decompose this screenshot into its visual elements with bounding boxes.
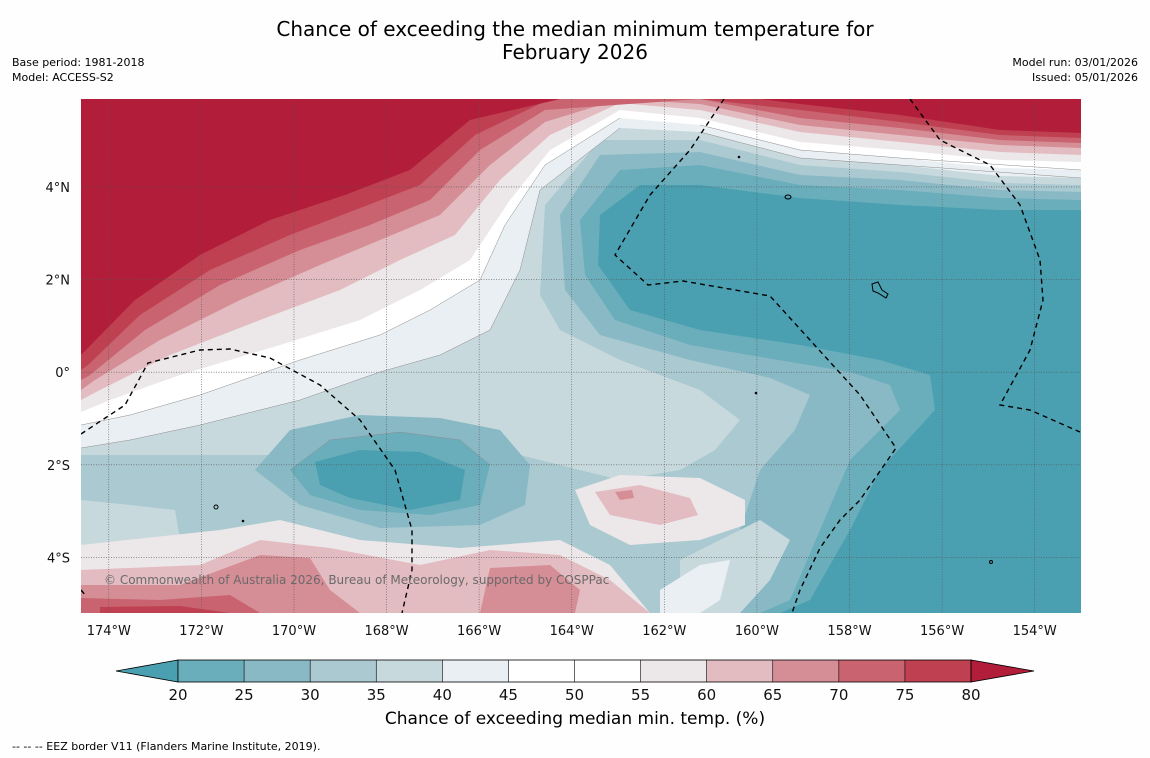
eez-border-west	[81, 348, 413, 613]
colorbar-tick-label: 75	[895, 686, 914, 704]
lon-tick-label: 162°W	[642, 624, 686, 639]
warm-wedge-south-65b	[480, 565, 580, 613]
warm-wedge-south-65	[81, 555, 360, 613]
lon-tick-label: 158°W	[827, 624, 871, 639]
eastern-transition-south-white	[660, 560, 730, 613]
colorbar-tick-label: 40	[433, 686, 452, 704]
lon-tick-label: 166°W	[457, 624, 501, 639]
colorbar-tick-label: 55	[631, 686, 650, 704]
lat-tick-label: 4°N	[46, 181, 71, 196]
colorbar-segment	[772, 660, 840, 682]
colorbar-segment	[904, 660, 972, 682]
lat-tick-label: 0°	[55, 366, 70, 381]
map-area: © Commonwealth of Australia 2026, Bureau…	[81, 99, 1081, 613]
lon-tick-label: 170°W	[272, 624, 316, 639]
cool-patch-southwest	[81, 500, 180, 548]
colorbar-tick-label: 25	[235, 686, 254, 704]
longitude-labels: 174°W 172°W 170°W 168°W 166°W 164°W 162°W 160°W…	[87, 624, 1057, 639]
eez-border-central	[614, 99, 897, 613]
contour-lines	[81, 117, 1081, 471]
issued-text: Issued: 05/01/2026	[1031, 71, 1138, 84]
lon-tick-label: 168°W	[364, 624, 408, 639]
islands	[213, 155, 993, 564]
lat-tick-label: 2°N	[46, 274, 71, 289]
model-text: Model: ACCESS-S2	[12, 71, 114, 84]
title-line-1: Chance of exceeding the median minimum t…	[276, 17, 874, 41]
model-run-text: Model run: 03/01/2026	[1012, 56, 1138, 69]
colorbar-tick-label: 65	[763, 686, 782, 704]
colorbar-segment	[244, 660, 311, 682]
colorbar: 20 25 30 35 40 45 50 55 60 65 70 75 80	[115, 659, 1035, 704]
colorbar-segment	[640, 660, 708, 682]
chart-title: Chance of exceeding the median minimum t…	[0, 18, 1150, 64]
colorbar-tick-label: 30	[301, 686, 320, 704]
colorbar-segment	[442, 660, 509, 682]
colorbar-tick-label: 60	[697, 686, 716, 704]
colorbar-segment	[706, 660, 774, 682]
island-dot-west	[241, 519, 245, 523]
base-period-text: Base period: 1981-2018	[12, 56, 145, 69]
island-starbuck	[784, 194, 792, 200]
colorbar-segment	[508, 660, 575, 682]
eez-footnote: -- -- -- EEZ border V11 (Flanders Marine…	[12, 740, 321, 753]
colorbar-tick-label: 80	[961, 686, 980, 704]
title-line-2: February 2026	[502, 40, 648, 64]
colorbar-tick-label: 70	[829, 686, 848, 704]
eez-border-edge	[81, 589, 87, 597]
colorbar-tick-label: 35	[367, 686, 386, 704]
island-west-small	[213, 504, 219, 510]
island-kiritimati	[871, 281, 889, 299]
colorbar-segment	[838, 660, 906, 682]
lon-tick-label: 174°W	[87, 624, 131, 639]
meta-right: Model run: 03/01/2026 Issued: 05/01/2026	[1012, 55, 1138, 85]
colorbar-tick-label: 50	[565, 686, 584, 704]
lon-tick-label: 164°W	[550, 624, 594, 639]
colorbar-extend-below	[115, 659, 179, 683]
warm-wedge-south-75	[100, 606, 230, 613]
eez-borders	[81, 99, 1081, 613]
colorbar-segment	[178, 660, 245, 682]
grid-lines	[81, 99, 1081, 613]
lon-tick-label: 172°W	[179, 624, 223, 639]
colorbar-segment	[310, 660, 377, 682]
colorbar-extend-above	[970, 659, 1035, 683]
lon-tick-label: 154°W	[1013, 624, 1057, 639]
lon-tick-label: 156°W	[920, 624, 964, 639]
latitude-labels: 4°N 2°N 0° 2°S 4°S	[46, 181, 71, 566]
colorbar-title: Chance of exceeding median min. temp. (%…	[384, 709, 766, 729]
island-dot-south	[989, 560, 993, 564]
lat-tick-label: 2°S	[47, 459, 70, 474]
contour-band-above-80	[81, 99, 1081, 355]
lon-tick-label: 160°W	[735, 624, 779, 639]
colorbar-tick-label: 20	[168, 686, 187, 704]
copyright-notice: © Commonwealth of Australia 2026, Bureau…	[104, 573, 609, 587]
lat-tick-label: 4°S	[47, 551, 70, 566]
warm-patch-central-core	[615, 490, 634, 500]
colorbar-segment	[376, 660, 443, 682]
island-dot-mid	[754, 391, 758, 395]
colorbar-segment	[574, 660, 642, 682]
meta-left: Base period: 1981-2018 Model: ACCESS-S2	[12, 55, 144, 85]
eez-border-east	[909, 99, 1081, 433]
island-dot-central	[737, 155, 741, 159]
colorbar-tick-label: 45	[499, 686, 518, 704]
cool-pool-deep	[315, 450, 465, 510]
